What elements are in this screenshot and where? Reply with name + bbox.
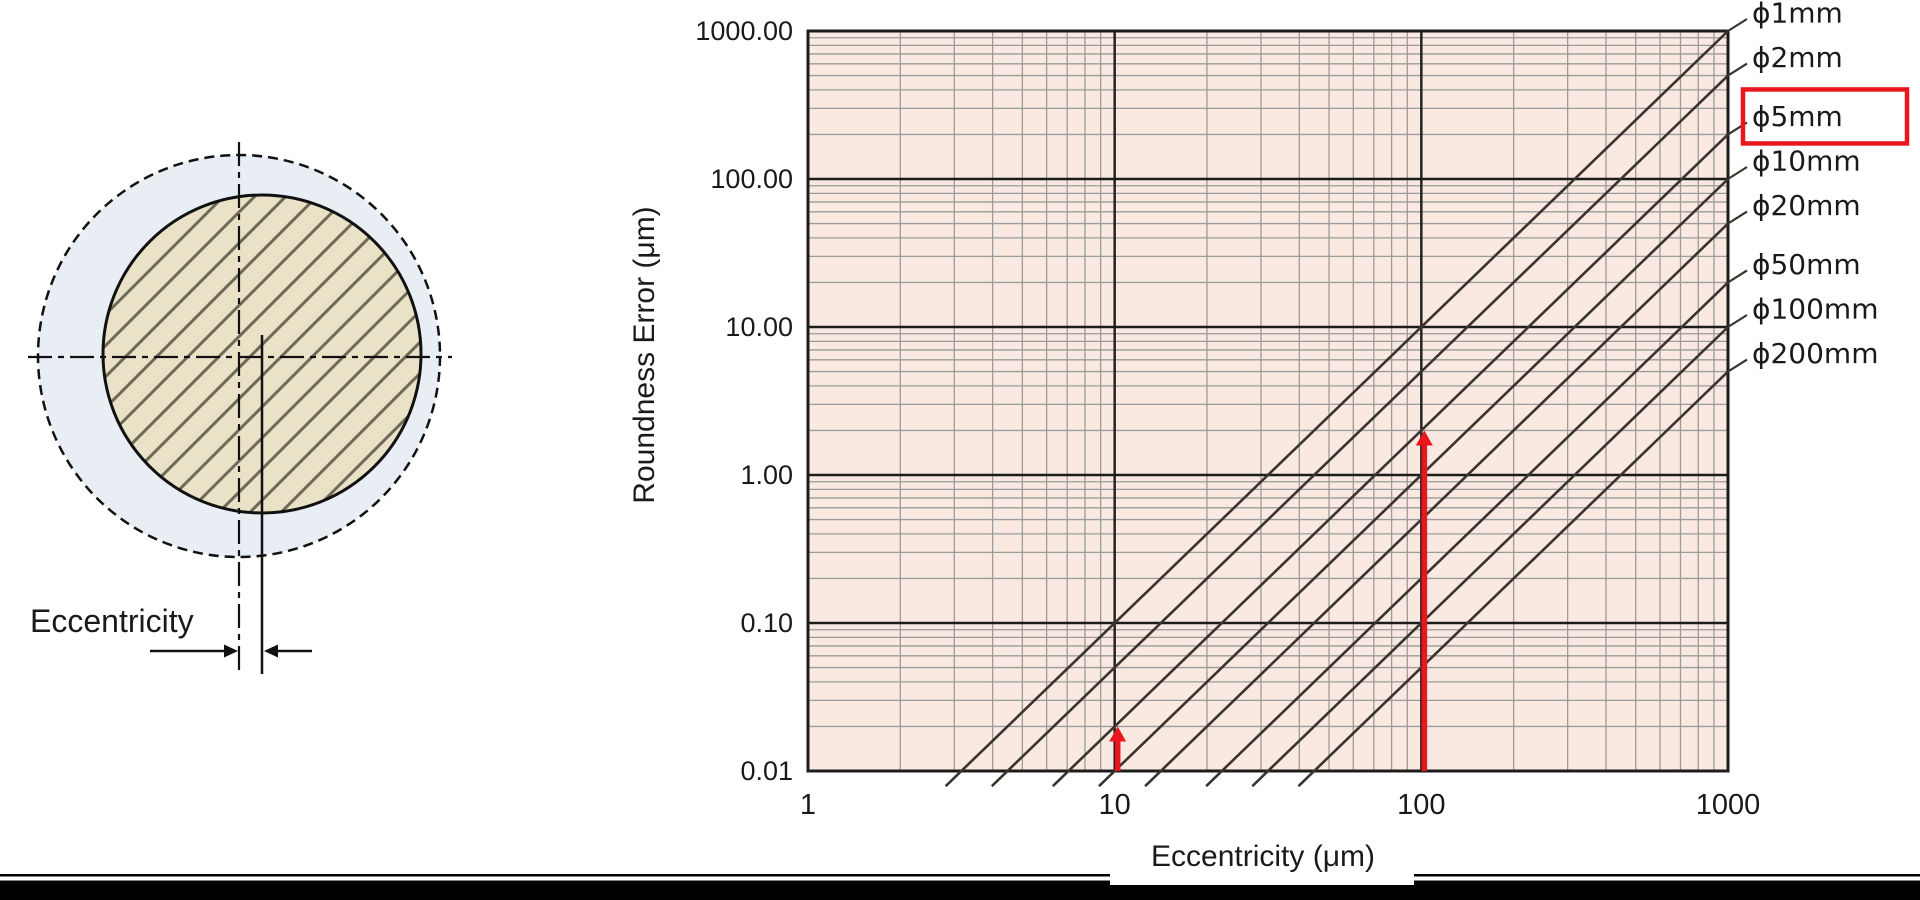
series-leader-line	[1727, 358, 1748, 373]
eccentricity-label: Eccentricity	[30, 603, 194, 639]
chart-annotations	[1109, 430, 1433, 771]
series-leader-line	[1727, 314, 1748, 328]
y-tick-label: 100.00	[710, 164, 793, 194]
series-line	[1297, 370, 1729, 788]
x-tick-label: 1	[800, 789, 816, 821]
chart-series: ϕ1mm ϕ2mm ϕ5mm ϕ10mm ϕ20mm ϕ50mm ϕ100mm ϕ200mm	[944, 0, 1910, 788]
series-label: ϕ1mm	[1752, 0, 1843, 30]
series-line	[1098, 178, 1729, 788]
series-leader-line	[1727, 269, 1748, 284]
highlight-box	[1740, 87, 1910, 146]
bottom-bar-notch	[1110, 856, 1414, 885]
annotation-arrow-head	[1109, 726, 1127, 742]
y-tick-label: 0.10	[740, 608, 793, 638]
annotation-arrow-head	[1415, 430, 1433, 446]
chart-grid	[806, 29, 1730, 773]
x-tick-label: 100	[1397, 789, 1445, 821]
series-label: ϕ20mm	[1752, 189, 1861, 222]
y-tick-label: 10.00	[725, 312, 793, 342]
eccentricity-diagram: Eccentricity	[28, 142, 452, 674]
bottom-black-bar	[0, 880, 1920, 900]
x-tick-label: 1000	[1696, 789, 1761, 821]
series-label: ϕ5mm	[1752, 100, 1843, 133]
series-label: ϕ200mm	[1752, 337, 1878, 370]
series-label: ϕ2mm	[1752, 41, 1843, 74]
dimension-arrowhead-left-icon	[224, 644, 238, 658]
series-leader-line	[1727, 166, 1748, 180]
series-line	[1205, 281, 1729, 788]
series-line	[990, 74, 1729, 788]
series-leader-line	[1727, 210, 1748, 225]
series-label: ϕ10mm	[1752, 145, 1861, 178]
series-label: ϕ100mm	[1752, 293, 1878, 326]
bottom-thin-rule	[0, 874, 1920, 877]
series-line	[1144, 222, 1729, 788]
series-leader-line	[1727, 62, 1748, 77]
series-line	[944, 30, 1729, 788]
series-line	[1051, 133, 1729, 788]
series-line	[1251, 326, 1729, 788]
x-tick-label: 10	[1099, 789, 1131, 821]
series-label: ϕ50mm	[1752, 248, 1861, 281]
y-tick-label: 1.00	[740, 460, 793, 490]
series-leader-line	[1727, 18, 1748, 32]
chart-tick-labels: 1 10 100 1000 1000.00 100.00 10.00 1.00 0.10 0.01	[695, 16, 1760, 821]
annotation-arrow-shaft	[1114, 739, 1121, 771]
annotation-arrow-shaft	[1421, 443, 1428, 771]
dimension-arrowhead-right-icon	[264, 644, 278, 658]
x-axis-title: Eccentricity (μm)	[1151, 840, 1375, 873]
y-axis-title: Roundness Error (μm)	[628, 206, 661, 503]
plot-background	[808, 31, 1728, 771]
y-tick-label: 0.01	[740, 756, 793, 786]
y-tick-label: 1000.00	[695, 16, 793, 46]
